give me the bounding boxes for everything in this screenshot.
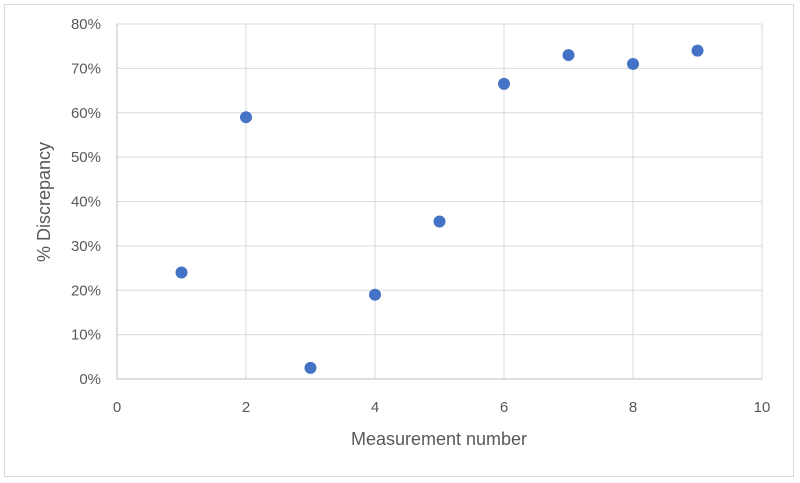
x-tick-label: 4 — [371, 399, 379, 416]
y-tick-label: 10% — [71, 327, 101, 344]
data-point — [562, 49, 575, 62]
x-tick-label: 6 — [500, 399, 508, 416]
data-point — [433, 215, 446, 228]
x-tick-label: 2 — [242, 399, 250, 416]
data-point — [627, 57, 639, 70]
chart-frame — [4, 4, 794, 477]
y-tick-label: 40% — [71, 194, 101, 211]
data-point — [240, 111, 252, 124]
axes — [116, 24, 762, 380]
y-tick-label: 60% — [71, 105, 101, 122]
y-tick-label: 80% — [71, 16, 101, 33]
tick-labels: 0% 10% 20% 30% 40% 50% 60% 70% 80% 0 2 4 6 8 10 — [71, 16, 770, 416]
data-point — [369, 288, 381, 301]
y-axis-label: % Discrepancy — [34, 142, 54, 262]
y-tick-label: 0% — [79, 371, 101, 388]
data-point — [304, 361, 317, 374]
data-point — [691, 44, 704, 57]
x-tick-label: 8 — [629, 399, 637, 416]
y-tick-label: 20% — [71, 282, 101, 299]
x-tick-label: 10 — [754, 399, 771, 416]
data-points — [175, 44, 704, 374]
y-tick-label: 70% — [71, 60, 101, 77]
data-point — [498, 77, 510, 90]
x-tick-label: 0 — [113, 399, 121, 416]
gridlines — [117, 23, 763, 379]
y-tick-label: 50% — [71, 149, 101, 166]
y-tick-label: 30% — [71, 238, 101, 255]
x-axis-label: Measurement number — [351, 429, 527, 449]
data-point — [175, 266, 188, 279]
